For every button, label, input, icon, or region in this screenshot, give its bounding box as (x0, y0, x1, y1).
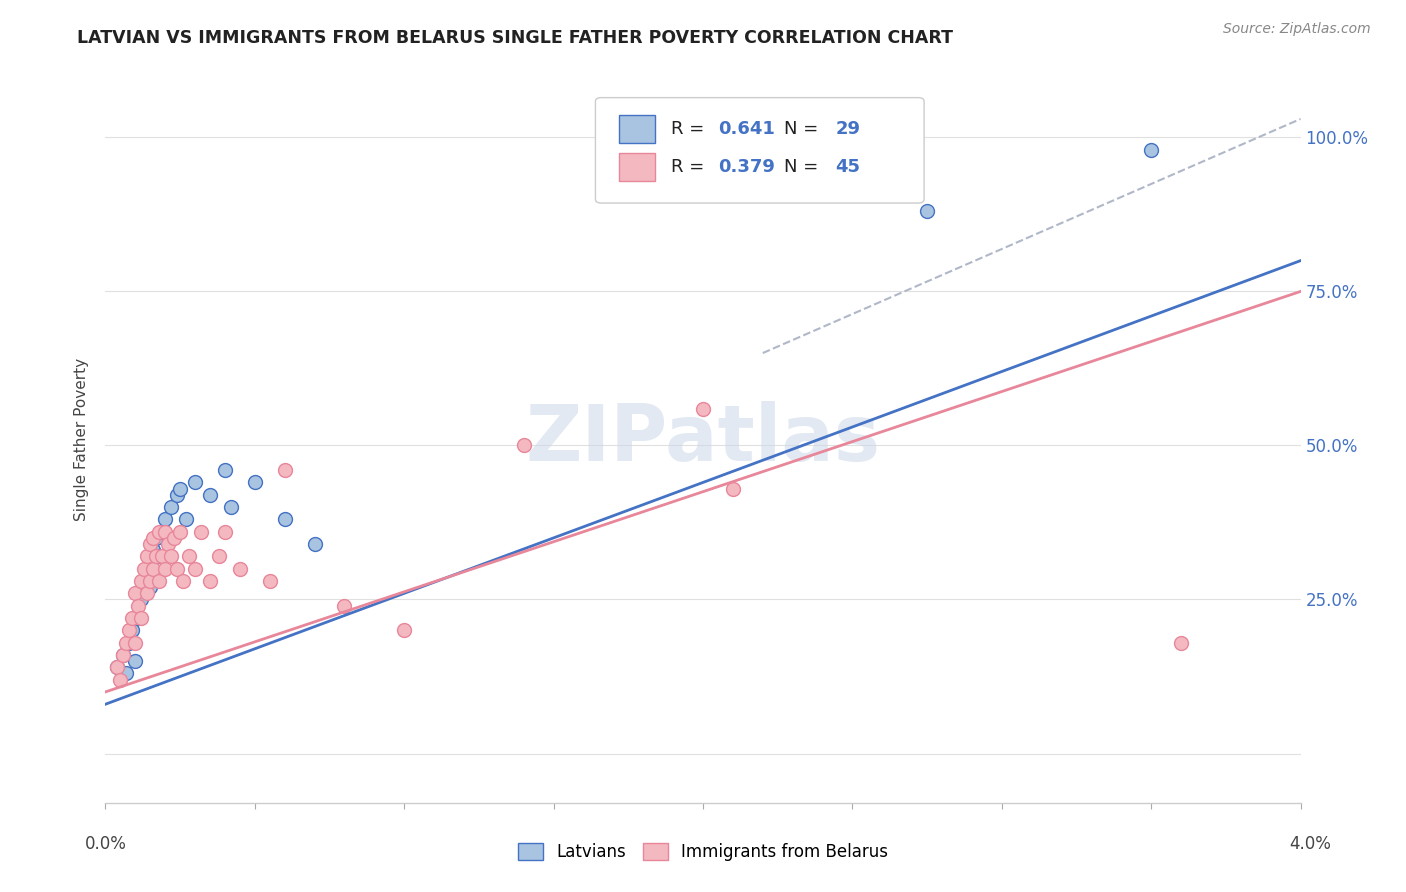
Point (163, 531, 186, 545)
Point (112, 648, 135, 662)
Point (169, 482, 191, 496)
Point (124, 635, 146, 649)
Point (142, 543, 165, 558)
Point (915, 204, 938, 219)
Point (148, 574, 170, 588)
Text: R =: R = (671, 120, 710, 138)
Point (142, 562, 165, 576)
Point (160, 549, 183, 564)
Text: 4.0%: 4.0% (1289, 835, 1331, 853)
Point (127, 599, 149, 613)
Point (184, 475, 207, 490)
Point (273, 512, 295, 526)
Point (392, 624, 416, 638)
Point (153, 512, 177, 526)
Point (304, 537, 326, 551)
Point (513, 438, 536, 452)
Point (153, 524, 177, 539)
Point (118, 624, 141, 638)
Text: 29: 29 (835, 120, 860, 138)
Point (142, 531, 165, 545)
Text: N =: N = (785, 158, 824, 176)
FancyBboxPatch shape (596, 97, 924, 203)
Point (121, 624, 143, 638)
Y-axis label: Single Father Poverty: Single Father Poverty (75, 358, 90, 521)
Point (139, 574, 162, 588)
Point (107, 660, 129, 674)
Point (124, 586, 146, 600)
Text: 0.379: 0.379 (718, 158, 776, 176)
Point (166, 488, 188, 502)
Point (110, 673, 132, 687)
Point (160, 500, 183, 514)
Point (134, 574, 156, 588)
Point (127, 611, 149, 625)
Point (115, 666, 138, 681)
Point (157, 537, 180, 551)
Point (124, 654, 146, 668)
Text: ZIPatlas: ZIPatlas (526, 401, 880, 477)
Point (129, 574, 153, 588)
Point (172, 574, 194, 588)
Point (148, 524, 170, 539)
Point (169, 524, 191, 539)
FancyBboxPatch shape (619, 115, 655, 143)
Legend: Latvians, Immigrants from Belarus: Latvians, Immigrants from Belarus (512, 836, 894, 868)
Text: N =: N = (785, 120, 824, 138)
Point (184, 562, 207, 576)
Point (136, 586, 159, 600)
Point (139, 580, 162, 594)
Point (333, 599, 356, 613)
Point (153, 562, 177, 576)
Point (134, 562, 156, 576)
Point (198, 488, 221, 502)
Point (166, 562, 188, 576)
Point (259, 574, 281, 588)
Text: Source: ZipAtlas.com: Source: ZipAtlas.com (1223, 22, 1371, 37)
Text: 0.641: 0.641 (718, 120, 776, 138)
Point (214, 463, 236, 477)
Point (1170, 635, 1192, 649)
Point (219, 500, 242, 514)
Point (148, 549, 170, 564)
Point (174, 512, 197, 526)
Point (136, 549, 159, 564)
Text: 0.0%: 0.0% (84, 835, 127, 853)
Point (1140, 143, 1163, 157)
Point (214, 524, 236, 539)
Point (721, 482, 744, 496)
Point (273, 463, 295, 477)
Point (136, 562, 159, 576)
Point (243, 475, 266, 490)
Point (692, 401, 714, 416)
Point (139, 537, 162, 551)
Point (177, 549, 201, 564)
Point (229, 562, 252, 576)
Point (112, 648, 135, 662)
Point (121, 611, 143, 625)
Point (150, 549, 173, 564)
FancyBboxPatch shape (619, 153, 655, 180)
Text: 45: 45 (835, 158, 860, 176)
Point (115, 635, 138, 649)
Point (150, 524, 173, 539)
Point (145, 549, 167, 564)
Point (208, 549, 231, 564)
Point (118, 635, 141, 649)
Point (129, 592, 153, 607)
Point (198, 574, 221, 588)
Point (107, 660, 129, 674)
Point (129, 611, 153, 625)
Text: R =: R = (671, 158, 710, 176)
Point (145, 531, 167, 545)
Text: LATVIAN VS IMMIGRANTS FROM BELARUS SINGLE FATHER POVERTY CORRELATION CHART: LATVIAN VS IMMIGRANTS FROM BELARUS SINGL… (77, 29, 953, 46)
Point (190, 524, 212, 539)
